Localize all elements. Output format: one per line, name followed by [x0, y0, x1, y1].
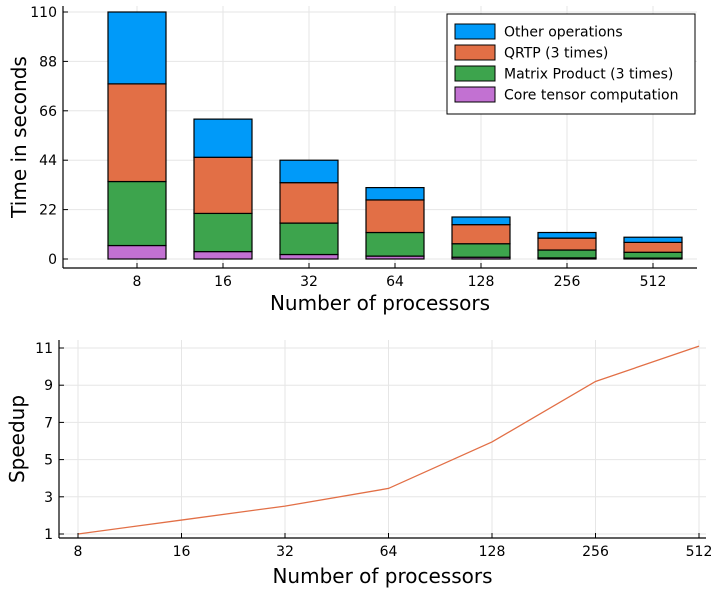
- x-tick-label: 512: [686, 544, 711, 560]
- y-tick-label: 5: [44, 453, 53, 469]
- bar-segment: [279, 253, 339, 260]
- x-tick-label: 64: [386, 274, 404, 290]
- x-axis-title: Number of processors: [270, 291, 490, 315]
- y-tick-label: 1: [44, 527, 53, 543]
- bar-segment: [279, 182, 339, 224]
- bar-segment: [537, 231, 597, 239]
- stacked-bar-chart: 0 22 44 66 88 110 8 16 32 64 128 256 512 Number of pr…: [7, 5, 697, 315]
- bar-segment: [451, 243, 511, 258]
- bar-segment: [193, 212, 253, 253]
- x-tick-label: 256: [554, 274, 581, 290]
- y-tick-label: 88: [39, 54, 57, 70]
- bar-segment: [193, 250, 253, 260]
- y-axis-title: Time in seconds: [7, 56, 31, 219]
- y-tick-label: 22: [39, 203, 57, 219]
- x-tick-label: 32: [276, 544, 294, 560]
- y-tick-label: 44: [39, 153, 57, 169]
- x-tick-label: 32: [300, 274, 318, 290]
- legend-swatch: [454, 23, 496, 40]
- bar-segment: [451, 216, 511, 226]
- y-tick-label: 0: [48, 252, 57, 268]
- x-tick-label: 256: [582, 544, 609, 560]
- legend-swatch: [454, 65, 496, 82]
- x-tick-label: 128: [479, 544, 506, 560]
- y-tick-label: 3: [44, 490, 53, 506]
- x-tick-label: 64: [380, 544, 398, 560]
- x-tick-label: 512: [640, 274, 667, 290]
- legend-entry: QRTP (3 times): [504, 46, 608, 62]
- y-tick-label: 66: [39, 104, 57, 120]
- y-axis-title: Speedup: [5, 395, 29, 483]
- x-tick-label: 8: [133, 274, 142, 290]
- legend-entry: Other operations: [504, 25, 623, 41]
- y-tick-label: 110: [30, 5, 57, 21]
- legend: Other operations QRTP (3 times) Matrix Pro…: [446, 13, 696, 115]
- legend-entry: Core tensor computation: [504, 88, 678, 104]
- bar-segment: [537, 237, 597, 251]
- y-tick-label: 7: [44, 415, 53, 431]
- bar-segment: [365, 231, 425, 257]
- bar-segment: [107, 11, 167, 85]
- bar-segment: [623, 241, 683, 253]
- x-tick-label: 128: [468, 274, 495, 290]
- bar-segment: [107, 244, 167, 260]
- legend-swatch: [454, 44, 496, 61]
- speedup-line-chart: 1 3 5 7 9 11 8 16 32 64 128 256 512 Number of process…: [5, 340, 711, 588]
- x-tick-label: 16: [214, 274, 232, 290]
- bar-segment: [193, 156, 253, 215]
- y-tick-label: 9: [44, 378, 53, 394]
- bar-segment: [623, 236, 683, 243]
- x-tick-label: 16: [173, 544, 191, 560]
- y-tick-label: 11: [35, 341, 53, 357]
- x-tick-label: 8: [74, 544, 83, 560]
- bar-segment: [365, 186, 425, 201]
- bar-segment: [279, 159, 339, 184]
- bar-segment: [365, 199, 425, 234]
- x-axis-title: Number of processors: [272, 564, 492, 588]
- bar-segment: [451, 224, 511, 245]
- bar-segment: [537, 249, 597, 259]
- bar-segment: [623, 251, 683, 259]
- bar-segment: [107, 83, 167, 183]
- bar-segment: [193, 118, 253, 158]
- legend-entry: Matrix Product (3 times): [504, 67, 673, 83]
- bar-segment: [107, 180, 167, 247]
- bar-segment: [279, 222, 339, 256]
- legend-swatch: [454, 86, 496, 103]
